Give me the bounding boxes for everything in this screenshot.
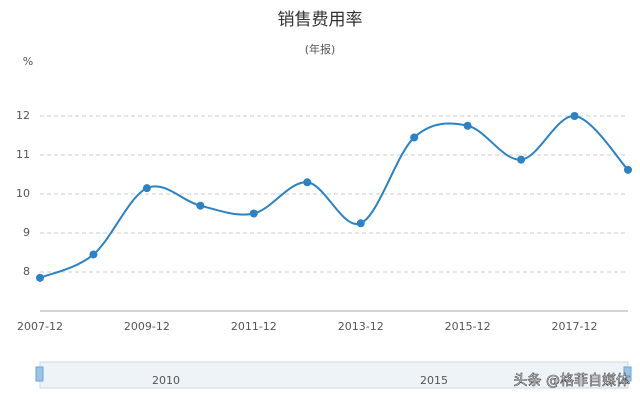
slider-label: 2010 — [152, 374, 180, 387]
point — [517, 155, 526, 164]
point — [36, 273, 44, 282]
x-tick-label: 2011-12 — [231, 320, 277, 333]
point — [89, 250, 98, 259]
y-tick-label: 11 — [16, 148, 30, 161]
x-tick-label: 2015-12 — [445, 320, 491, 333]
chart-title: 销售费用率 — [278, 10, 363, 30]
y-tick-label: 9 — [23, 226, 30, 239]
x-tick-label: 2013-12 — [338, 320, 384, 333]
point — [142, 184, 151, 193]
zoom-slider[interactable]: 2010 2015 — [35, 361, 632, 389]
point — [303, 178, 312, 187]
point — [356, 219, 365, 228]
slider-label: 2015 — [420, 374, 448, 387]
slider-handle[interactable] — [623, 366, 632, 382]
point — [570, 112, 579, 120]
watermark: 头条 @格菲自媒体 — [514, 372, 630, 389]
y-unit: % — [23, 55, 33, 68]
point — [249, 209, 258, 218]
slider-handle[interactable] — [35, 366, 44, 382]
line — [39, 114, 629, 279]
point — [196, 201, 205, 210]
point — [624, 165, 632, 174]
point — [410, 133, 419, 142]
x-tick-label: 2009-12 — [124, 320, 170, 333]
chart-subtitle: (年报) — [305, 42, 336, 56]
y-tick-label: 8 — [23, 265, 30, 278]
x-tick-label: 2017-12 — [552, 320, 598, 333]
y-tick-label: 10 — [16, 187, 30, 200]
point — [463, 121, 472, 130]
y-tick-label: 12 — [16, 109, 30, 122]
x-tick-label: 2007-12 — [17, 320, 63, 333]
